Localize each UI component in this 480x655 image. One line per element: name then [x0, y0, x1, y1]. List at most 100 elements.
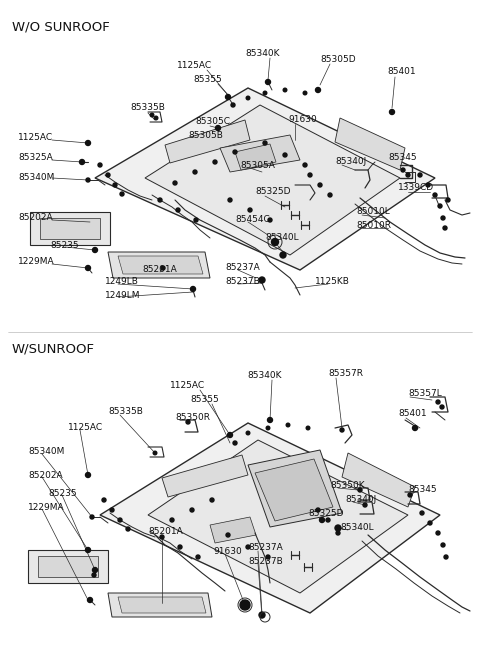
Circle shape — [286, 423, 290, 427]
Polygon shape — [165, 120, 250, 163]
Text: 85325D: 85325D — [255, 187, 290, 196]
Text: 85401: 85401 — [398, 409, 427, 419]
Polygon shape — [148, 440, 408, 593]
Circle shape — [106, 173, 110, 177]
Circle shape — [210, 498, 214, 502]
Circle shape — [231, 103, 235, 107]
Text: 85355: 85355 — [193, 75, 222, 84]
Circle shape — [428, 521, 432, 525]
Text: 85355: 85355 — [191, 396, 219, 405]
Circle shape — [389, 109, 395, 115]
Polygon shape — [210, 517, 256, 543]
Circle shape — [328, 193, 332, 197]
Circle shape — [233, 441, 237, 445]
Circle shape — [259, 612, 265, 618]
Circle shape — [85, 265, 91, 271]
Text: 85340L: 85340L — [340, 523, 373, 531]
Circle shape — [118, 518, 122, 522]
Text: 85340K: 85340K — [246, 50, 280, 58]
Text: 1125AC: 1125AC — [178, 60, 213, 69]
Text: 85235: 85235 — [50, 240, 79, 250]
Circle shape — [266, 426, 270, 430]
Text: 1249LB: 1249LB — [105, 278, 139, 286]
Circle shape — [363, 503, 367, 507]
Circle shape — [303, 163, 307, 167]
Text: 1125AC: 1125AC — [170, 381, 205, 390]
Text: 85202A: 85202A — [18, 214, 53, 223]
Text: 85340J: 85340J — [345, 495, 376, 504]
Circle shape — [446, 198, 450, 202]
Circle shape — [93, 248, 97, 252]
Circle shape — [438, 204, 442, 208]
Circle shape — [303, 91, 307, 95]
Text: 85350K: 85350K — [330, 481, 365, 489]
Polygon shape — [335, 118, 405, 170]
Circle shape — [178, 545, 182, 549]
Circle shape — [259, 277, 265, 283]
Circle shape — [441, 216, 445, 220]
Text: W/SUNROOF: W/SUNROOF — [12, 342, 95, 355]
Circle shape — [280, 252, 286, 258]
Circle shape — [226, 94, 230, 100]
Text: 85335B: 85335B — [108, 407, 143, 417]
Polygon shape — [38, 556, 98, 577]
Polygon shape — [220, 135, 300, 172]
Text: 85357L: 85357L — [408, 388, 442, 398]
Circle shape — [308, 173, 312, 177]
Circle shape — [433, 193, 437, 197]
Text: 85010R: 85010R — [356, 221, 391, 231]
Text: 85340M: 85340M — [18, 172, 54, 181]
Circle shape — [86, 178, 90, 182]
Circle shape — [315, 88, 321, 92]
Circle shape — [161, 266, 165, 270]
Text: 85010L: 85010L — [356, 208, 390, 217]
Circle shape — [228, 432, 232, 438]
Text: 1229MA: 1229MA — [18, 257, 55, 267]
Text: 85345: 85345 — [408, 485, 437, 493]
Circle shape — [436, 531, 440, 535]
Circle shape — [246, 545, 250, 549]
Polygon shape — [28, 550, 108, 583]
Text: 85237A: 85237A — [225, 263, 260, 272]
Circle shape — [102, 498, 106, 502]
Text: 85237B: 85237B — [225, 278, 260, 286]
Polygon shape — [118, 256, 203, 274]
Circle shape — [186, 420, 190, 424]
Text: 85454C: 85454C — [235, 215, 270, 225]
Circle shape — [444, 555, 448, 559]
Circle shape — [358, 488, 362, 492]
Circle shape — [150, 113, 154, 117]
Polygon shape — [235, 144, 276, 170]
Circle shape — [418, 173, 422, 177]
Circle shape — [153, 451, 157, 455]
Circle shape — [266, 555, 270, 559]
Circle shape — [90, 515, 94, 519]
Circle shape — [306, 426, 310, 430]
Text: 85345: 85345 — [388, 153, 417, 162]
Circle shape — [248, 208, 252, 212]
Circle shape — [193, 170, 197, 174]
Text: 85325A: 85325A — [18, 153, 53, 162]
Circle shape — [240, 600, 250, 610]
Circle shape — [194, 218, 198, 222]
Circle shape — [226, 533, 230, 537]
Circle shape — [190, 508, 194, 512]
Text: 1125AC: 1125AC — [18, 134, 53, 143]
Circle shape — [213, 160, 217, 164]
Polygon shape — [248, 450, 342, 527]
Circle shape — [401, 168, 405, 172]
Circle shape — [98, 163, 102, 167]
Text: 91630: 91630 — [213, 548, 242, 557]
Circle shape — [216, 126, 220, 130]
Circle shape — [170, 518, 174, 522]
Circle shape — [283, 153, 287, 157]
Circle shape — [408, 493, 412, 497]
Circle shape — [283, 88, 287, 92]
Circle shape — [228, 198, 232, 202]
Circle shape — [406, 173, 410, 177]
Text: 1339CD: 1339CD — [398, 183, 434, 193]
Text: 85350R: 85350R — [175, 413, 210, 422]
Text: 85340J: 85340J — [335, 157, 366, 166]
Polygon shape — [95, 88, 435, 270]
Text: 85401: 85401 — [387, 67, 416, 77]
